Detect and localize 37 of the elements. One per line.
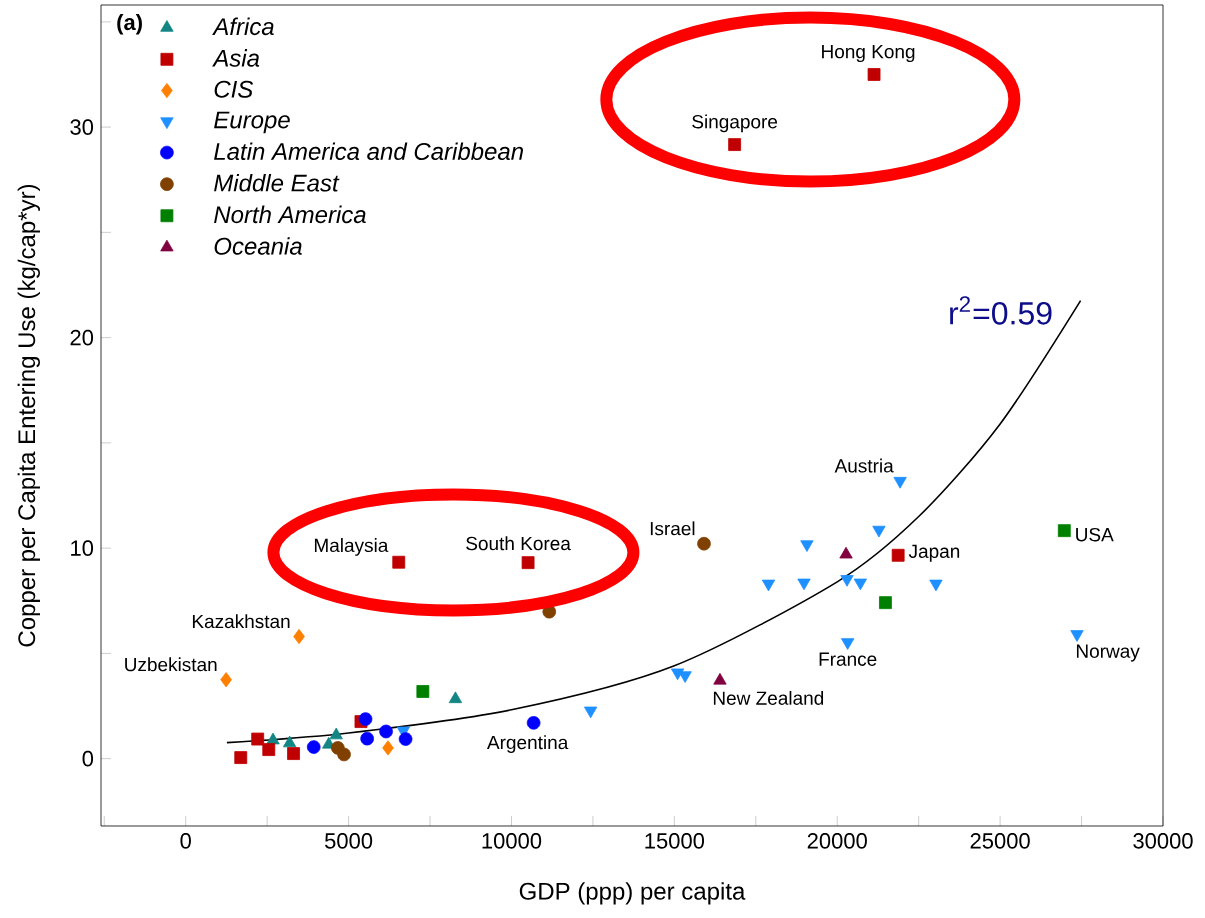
annotation: Uzbekistan	[125, 657, 217, 672]
legend-label: North America	[214, 205, 366, 224]
annotation: South Korea	[466, 536, 571, 551]
annotation: Norway	[1076, 644, 1140, 662]
legend-label: Africa	[212, 17, 274, 36]
x-tick-label: 25000	[970, 833, 1030, 849]
annotation: Hong Kong	[822, 45, 915, 63]
x-tick-label: 0	[180, 833, 191, 849]
x-axis-title: GDP (ppp) per capita	[519, 882, 746, 905]
x-tick-label: 30000	[1133, 833, 1193, 849]
annotation: USA	[1076, 527, 1114, 542]
y-tick-label: 0	[82, 750, 94, 767]
annotation: Israel	[650, 521, 695, 536]
legend-label: Middle East	[214, 173, 340, 192]
x-tick-label: 20000	[807, 833, 867, 849]
x-tick-label: 5000	[325, 833, 373, 849]
annotation: Austria	[834, 458, 894, 473]
annotation: Malaysia	[314, 538, 389, 556]
annotation: New Zealand	[713, 690, 824, 705]
y-tick-label: 10	[71, 540, 94, 556]
y-tick-label: 30	[70, 119, 94, 135]
x-tick-label: 15000	[645, 833, 705, 849]
legend-label: CIS	[214, 80, 254, 98]
x-tick-label: 10000	[482, 833, 542, 849]
legend-label: Asia	[212, 49, 260, 67]
y-axis-title: Copper per Capita Entering Use (kg/cap*yr)	[17, 184, 40, 647]
annotation: France	[819, 652, 877, 666]
annotation: (a)	[117, 13, 142, 35]
annotation: Kazakhstan	[192, 614, 290, 629]
annotation: r$^{2}$=0.59	[950, 296, 1052, 325]
legend-label: Latin America and Caribbean	[214, 142, 523, 161]
annotation: Argentina	[486, 735, 569, 753]
annotation: Japan	[908, 544, 960, 562]
annotation: Singapore	[692, 114, 778, 133]
legend-label: Europe	[214, 111, 290, 134]
y-tick-label: 20	[70, 329, 94, 346]
legend-label: Oceania	[214, 237, 302, 255]
